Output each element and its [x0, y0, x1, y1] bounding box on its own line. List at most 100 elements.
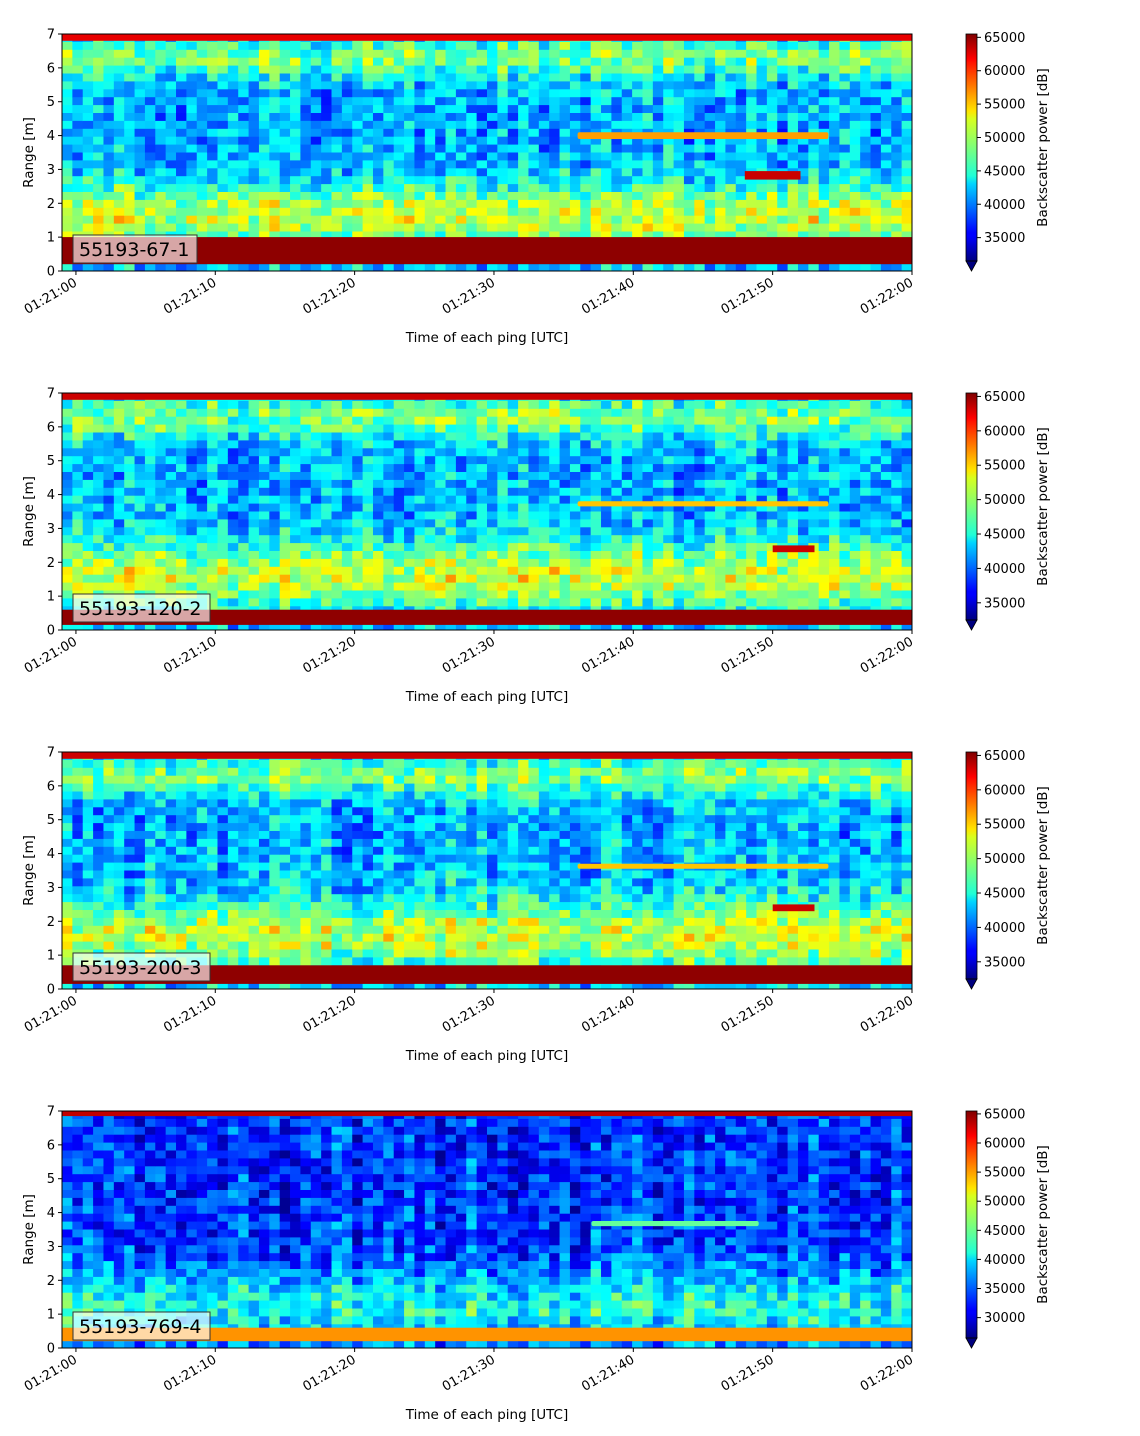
- heatmap-cell: [144, 89, 156, 98]
- heatmap-cell: [652, 432, 664, 441]
- heatmap-cell: [891, 543, 903, 552]
- heatmap-cell: [901, 511, 913, 520]
- heatmap-cell: [258, 448, 270, 457]
- heatmap-cell: [93, 152, 104, 161]
- heatmap-cell: [849, 590, 861, 599]
- heatmap-cell: [279, 519, 291, 528]
- heatmap-cell: [341, 566, 353, 576]
- heatmap-cell: [704, 400, 716, 410]
- heatmap-cell: [290, 472, 301, 481]
- heatmap-cell: [144, 424, 156, 433]
- heatmap-cell: [227, 113, 239, 122]
- heatmap-cell: [528, 263, 540, 272]
- heatmap-cell: [497, 215, 509, 224]
- heatmap-cell: [787, 511, 799, 520]
- heatmap-cell: [103, 81, 115, 90]
- heatmap-cell: [341, 89, 353, 98]
- heatmap-cell: [279, 503, 291, 512]
- heatmap-cell: [93, 97, 104, 106]
- heatmap-cell: [715, 582, 726, 591]
- heatmap-cell: [393, 152, 405, 161]
- heatmap-cell: [207, 400, 218, 410]
- heatmap-cell: [632, 199, 643, 209]
- heatmap-cell: [414, 152, 426, 161]
- heatmap-cell: [777, 472, 789, 481]
- heatmap-cell: [82, 503, 94, 512]
- heatmap-cell: [300, 456, 312, 465]
- heatmap-cell: [559, 440, 571, 449]
- heatmap-cell: [93, 136, 104, 145]
- heatmap-cell: [383, 263, 395, 272]
- heatmap-cell: [652, 144, 664, 153]
- heatmap-cell: [466, 49, 478, 59]
- heatmap-cell: [165, 192, 177, 201]
- heatmap-cell: [176, 207, 187, 217]
- heatmap-cell: [352, 199, 364, 209]
- heatmap-cell: [829, 65, 840, 74]
- heatmap-cell: [528, 551, 540, 560]
- heatmap-cell: [476, 81, 488, 90]
- heatmap-cell: [663, 495, 674, 504]
- heatmap-cell: [528, 184, 540, 193]
- heatmap-cell: [279, 41, 291, 51]
- heatmap-cell: [279, 408, 291, 418]
- heatmap-cell: [870, 519, 882, 528]
- heatmap-cell: [528, 400, 540, 410]
- heatmap-cell: [642, 487, 654, 497]
- heatmap-cell: [580, 113, 592, 122]
- heatmap-cell: [601, 136, 612, 145]
- heatmap-cell: [746, 582, 757, 591]
- heatmap-cell: [829, 263, 840, 272]
- heatmap-cell: [497, 160, 509, 169]
- heatmap-cell: [704, 416, 716, 425]
- heatmap-cell: [207, 128, 218, 138]
- heatmap-cell: [652, 440, 664, 449]
- heatmap-cell: [124, 495, 135, 504]
- heatmap-cell: [860, 49, 871, 59]
- heatmap-cell: [704, 582, 716, 591]
- heatmap-cell: [797, 590, 809, 599]
- heatmap-cell: [196, 487, 208, 497]
- heatmap-cell: [404, 622, 415, 631]
- heatmap-cell: [797, 448, 809, 457]
- heatmap-cell: [725, 160, 737, 169]
- heatmap-cell: [507, 207, 519, 217]
- heatmap-cell: [310, 113, 322, 122]
- heatmap-cell: [124, 424, 135, 433]
- heatmap-cell: [766, 519, 778, 528]
- heatmap-cell: [144, 400, 156, 410]
- heatmap-cell: [476, 558, 488, 568]
- heatmap-cell: [290, 49, 301, 59]
- heatmap-cell: [227, 456, 239, 465]
- heatmap-cell: [227, 472, 239, 481]
- heatmap-cell: [113, 432, 125, 441]
- heatmap-cell: [155, 527, 167, 536]
- heatmap-cell: [860, 590, 871, 599]
- heatmap-cell: [134, 472, 146, 481]
- heatmap-cell: [715, 590, 726, 599]
- heatmap-cell: [746, 199, 757, 209]
- heatmap-cell: [258, 73, 270, 82]
- y-tick-label: 2: [47, 197, 55, 212]
- heatmap-cell: [632, 97, 643, 106]
- heatmap-cell: [704, 57, 716, 66]
- heatmap-cell: [93, 487, 104, 497]
- heatmap-cell: [808, 566, 820, 576]
- heatmap-cell: [549, 590, 560, 599]
- heatmap-cell: [124, 113, 135, 122]
- heatmap-cell: [673, 41, 685, 51]
- heatmap-cell: [290, 152, 301, 161]
- heatmap-cell: [839, 113, 851, 122]
- heatmap-cell: [300, 105, 312, 114]
- heatmap-cell: [258, 168, 270, 177]
- heatmap-cell: [497, 479, 509, 489]
- heatmap-cell: [735, 113, 747, 122]
- heatmap-cell: [497, 89, 509, 98]
- heatmap-cell: [797, 408, 809, 418]
- heatmap-cell: [82, 527, 94, 536]
- heatmap-cell: [673, 57, 685, 66]
- heatmap-cell: [528, 231, 540, 240]
- heatmap-cell: [891, 65, 903, 74]
- heatmap-cell: [238, 81, 249, 90]
- heatmap-cell: [248, 503, 260, 512]
